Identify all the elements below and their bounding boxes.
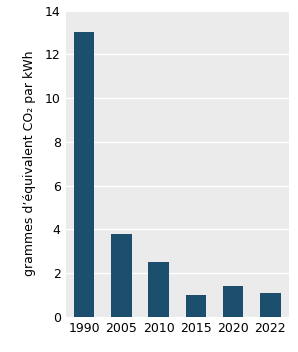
Bar xyxy=(74,32,94,317)
Y-axis label: grammes d’équivalent CO₂ par kWh: grammes d’équivalent CO₂ par kWh xyxy=(24,51,36,276)
Bar xyxy=(223,286,243,317)
Bar xyxy=(260,293,281,317)
Bar xyxy=(186,295,206,317)
Bar xyxy=(111,234,132,317)
Bar xyxy=(148,262,169,317)
